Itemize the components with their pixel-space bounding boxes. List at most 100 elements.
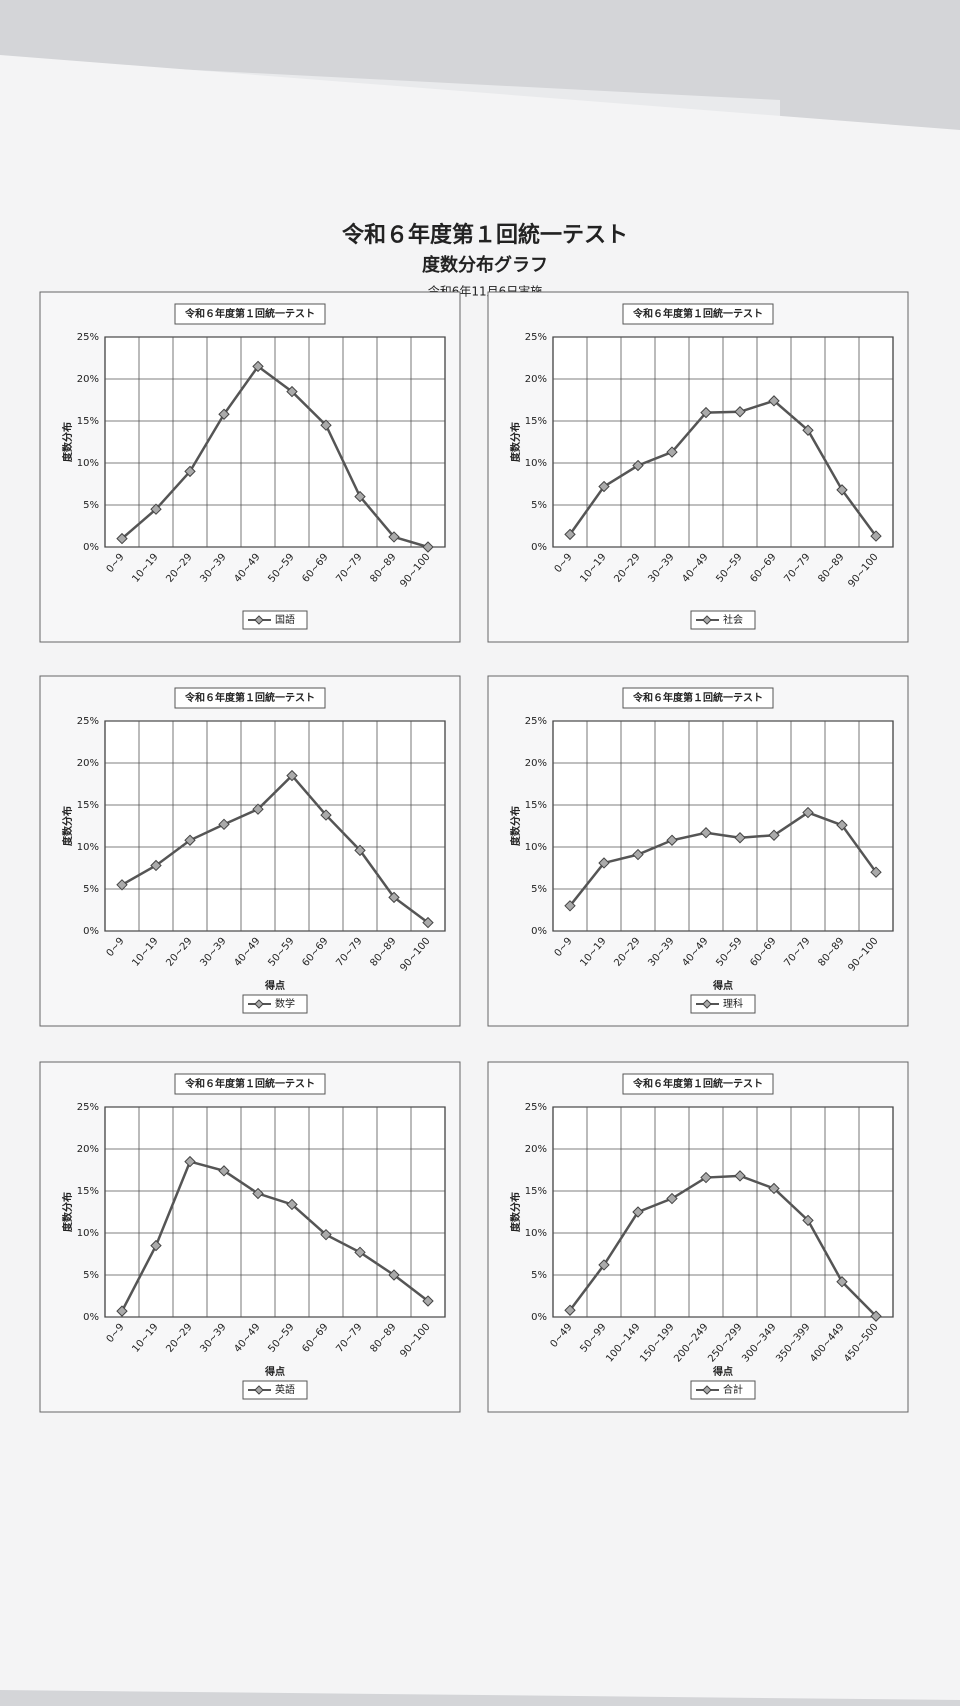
point-marker [422, 916, 434, 929]
y-tick-label: 15% [525, 1186, 547, 1197]
x-axis-label: 得点 [264, 979, 285, 992]
series-line [121, 773, 429, 924]
point-marker [150, 1239, 162, 1252]
point-marker [184, 834, 196, 846]
chart-title: 令和６年度第１回統一テスト [184, 1077, 315, 1090]
point-marker [320, 809, 332, 821]
y-tick-label: 15% [525, 800, 547, 811]
point-marker [184, 1155, 196, 1168]
point-marker [320, 419, 332, 431]
point-marker [286, 1198, 298, 1211]
point-marker [802, 1214, 814, 1227]
point-marker [870, 1310, 882, 1322]
y-tick-label: 20% [77, 758, 99, 769]
x-axis-label: 得点 [712, 1365, 733, 1378]
series-line [121, 364, 429, 549]
y-tick-label: 25% [525, 1102, 547, 1113]
series-line [568, 399, 878, 537]
point-marker [564, 528, 576, 541]
y-tick-label: 15% [77, 416, 99, 427]
y-tick-label: 0% [83, 1312, 99, 1323]
y-axis-label: 度数分布 [61, 422, 74, 462]
y-tick-label: 5% [531, 500, 547, 511]
y-tick-label: 0% [531, 542, 547, 553]
y-tick-label: 25% [77, 332, 99, 343]
point-marker [286, 769, 298, 782]
point-marker [354, 1246, 366, 1259]
point-marker [116, 532, 128, 545]
point-marker [700, 827, 712, 839]
point-marker [116, 879, 128, 891]
point-marker [836, 484, 848, 496]
y-tick-label: 25% [525, 332, 547, 343]
y-tick-label: 5% [83, 884, 99, 895]
point-marker [252, 360, 264, 373]
point-marker [422, 541, 434, 553]
point-marker [354, 490, 366, 503]
legend-label: 合計 [723, 1383, 743, 1396]
point-marker [320, 1228, 332, 1241]
y-tick-label: 15% [77, 1186, 99, 1197]
legend-label: 理科 [723, 997, 743, 1010]
y-tick-label: 0% [83, 542, 99, 553]
point-marker [768, 1182, 780, 1195]
chart-title-box [174, 303, 326, 325]
chart-title: 令和６年度第１回統一テスト [632, 1077, 763, 1090]
point-marker [734, 832, 746, 844]
y-tick-label: 25% [525, 716, 547, 727]
chart-title: 令和６年度第１回統一テスト [184, 691, 315, 704]
series-line [568, 1174, 877, 1318]
point-marker [734, 406, 746, 418]
chart-title-box [174, 1073, 326, 1095]
y-tick-label: 15% [525, 416, 547, 427]
y-tick-label: 10% [525, 458, 547, 469]
chart-title-box [174, 687, 326, 709]
y-tick-label: 20% [525, 1144, 547, 1155]
doc-title: 令和６年度第１回統一テスト [342, 222, 628, 248]
legend-label: 英語 [275, 1383, 295, 1396]
y-tick-label: 0% [83, 926, 99, 937]
y-tick-label: 25% [77, 716, 99, 727]
chart-title-box [622, 687, 774, 709]
point-marker [802, 806, 814, 819]
point-marker [218, 1165, 230, 1177]
point-marker [836, 1276, 848, 1288]
point-marker [422, 1295, 434, 1307]
legend-label: 国語 [275, 613, 295, 626]
series-line [569, 811, 878, 907]
y-tick-label: 5% [531, 884, 547, 895]
point-marker [150, 503, 162, 515]
y-tick-label: 5% [83, 500, 99, 511]
point-marker [700, 406, 712, 419]
y-tick-label: 0% [531, 926, 547, 937]
point-marker [286, 385, 298, 398]
point-marker [252, 803, 264, 815]
y-tick-label: 10% [77, 458, 99, 469]
y-tick-label: 10% [77, 1228, 99, 1239]
x-axis-label: 得点 [712, 979, 733, 992]
y-axis-label: 度数分布 [509, 422, 522, 462]
point-marker [734, 1170, 746, 1182]
point-marker [388, 891, 400, 904]
y-tick-label: 5% [531, 1270, 547, 1281]
point-marker [802, 424, 814, 436]
point-marker [598, 480, 610, 493]
legend-label: 社会 [723, 613, 743, 626]
chart-title: 令和６年度第１回統一テスト [184, 307, 315, 320]
point-marker [116, 1305, 128, 1317]
y-axis-label: 度数分布 [509, 806, 522, 846]
legend-marker [254, 999, 264, 1009]
legend-marker [702, 615, 712, 625]
y-axis-label: 度数分布 [61, 806, 74, 846]
point-marker [564, 1304, 576, 1316]
y-tick-label: 10% [77, 842, 99, 853]
point-marker [666, 834, 678, 846]
chart-title-box [622, 303, 774, 325]
chart-title: 令和６年度第１回統一テスト [632, 307, 763, 320]
y-tick-label: 0% [531, 1312, 547, 1323]
y-tick-label: 20% [77, 374, 99, 385]
point-marker [564, 900, 576, 912]
series-line [120, 1160, 429, 1312]
legend-marker [254, 615, 264, 625]
